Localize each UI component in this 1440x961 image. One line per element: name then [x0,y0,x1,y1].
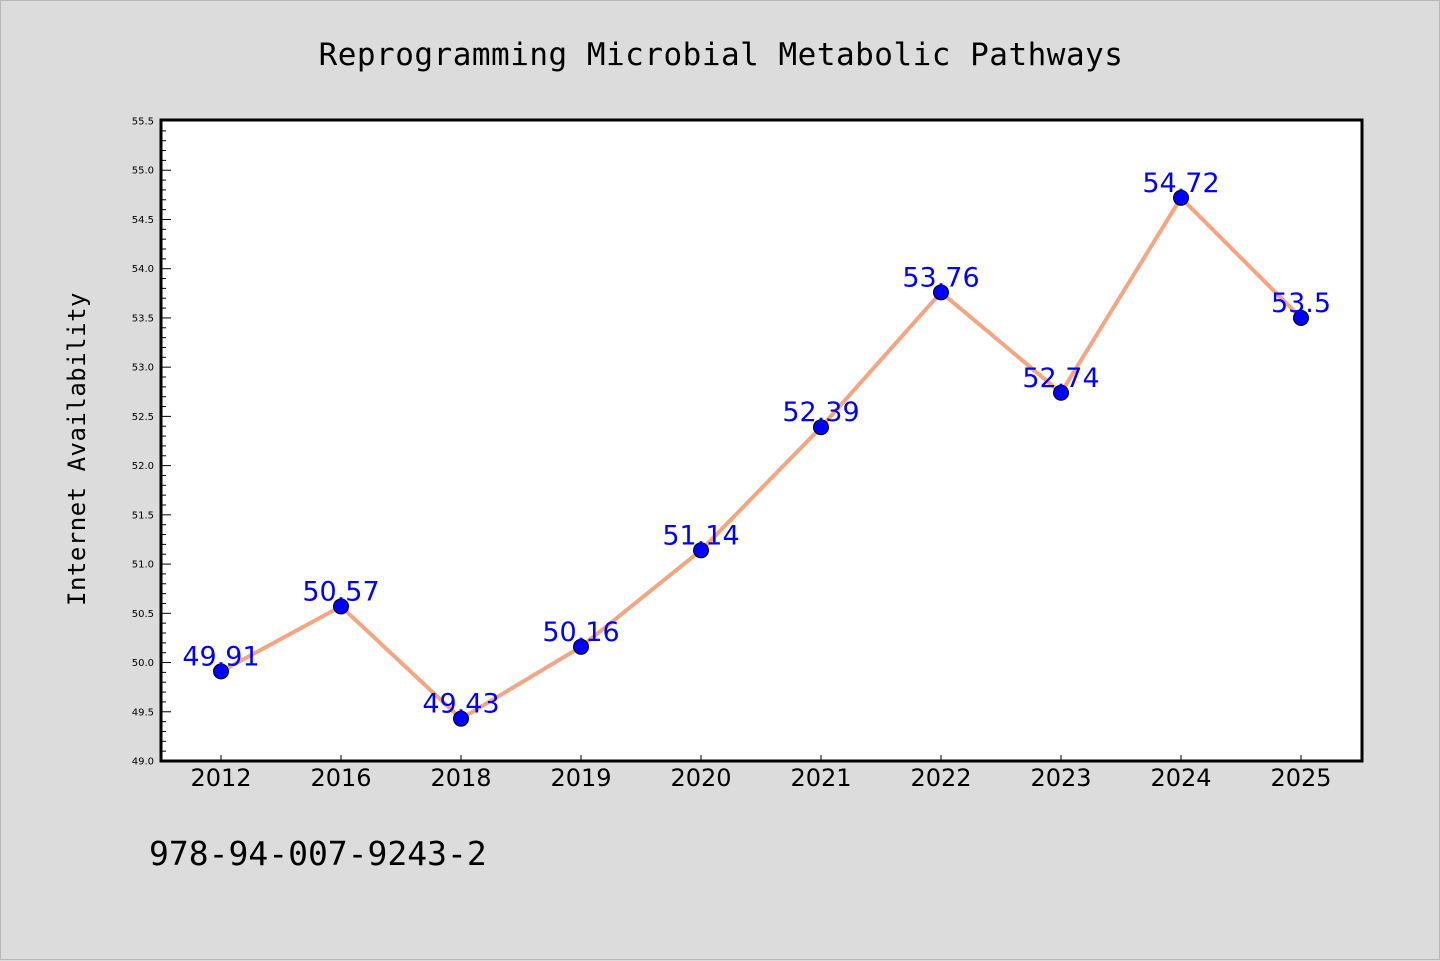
chart-title: Reprogramming Microbial Metabolic Pathwa… [319,37,1124,73]
x-tick-label: 2022 [910,764,971,792]
data-label: 49.91 [182,641,259,672]
data-label: 54.72 [1142,168,1219,199]
isbn-annotation: 978-94-007-9243-2 [149,834,487,873]
x-tick-label: 2024 [1150,764,1211,792]
data-label: 53.5 [1271,288,1331,319]
y-axis-label: Internet Availability [63,292,91,606]
data-label: 50.16 [542,617,619,648]
data-label: 49.43 [422,689,499,720]
data-point [933,284,949,301]
y-tick-label: 55.5 [132,117,154,128]
plot-area [159,118,1364,763]
y-tick-label: 52.5 [132,412,154,423]
y-tick-label: 53.5 [132,313,154,324]
data-label: 52.39 [782,397,859,428]
x-tick-label: 2021 [790,764,851,792]
y-tick-label: 51.0 [132,560,154,571]
y-tick-label: 49.5 [132,707,154,718]
data-point [213,663,229,680]
x-tick-label: 2020 [670,764,731,792]
x-tick-label: 2012 [190,764,251,792]
data-label: 53.76 [902,262,979,293]
x-tick-label: 2018 [430,764,491,792]
data-point [573,638,589,655]
data-label: 50.57 [302,576,379,607]
data-label: 52.74 [1022,363,1099,394]
data-point [1293,309,1309,326]
series-layer [213,189,1309,727]
data-labels-layer: 49.91 50.57 49.43 50.16 51.14 52.39 53.76 52.74… [182,168,1331,720]
y-tick-label: 50.0 [132,658,154,669]
data-point [453,710,469,727]
x-tick-label: 2025 [1270,764,1331,792]
data-point [1173,189,1189,206]
y-tick-label: 55.0 [132,166,154,177]
data-label: 51.14 [662,520,739,551]
data-point [813,419,829,436]
y-tick-label: 54.5 [132,215,154,226]
data-point [333,598,349,615]
data-point [1053,384,1069,401]
y-tick-label: 51.5 [132,510,154,521]
y-tick-label: 49.0 [132,757,154,768]
y-tick-label: 53.0 [132,363,154,374]
series-line [219,195,1303,721]
y-tick-label: 50.5 [132,609,154,620]
x-tick-label: 2016 [310,764,371,792]
y-tick-label: 54.0 [132,264,154,275]
x-tick-label: 2019 [550,764,611,792]
x-axis-ticks: 2012 2016 2018 2019 2020 2021 2022 2023 2024 2025 [190,755,1332,792]
x-tick-label: 2023 [1030,764,1091,792]
y-tick-label: 52.0 [132,461,154,472]
data-point [693,542,709,559]
y-axis-ticks: 49.0 49.5 50.0 50.5 51.0 51.5 52.0 52.5 53.0 53.5… [132,117,171,768]
